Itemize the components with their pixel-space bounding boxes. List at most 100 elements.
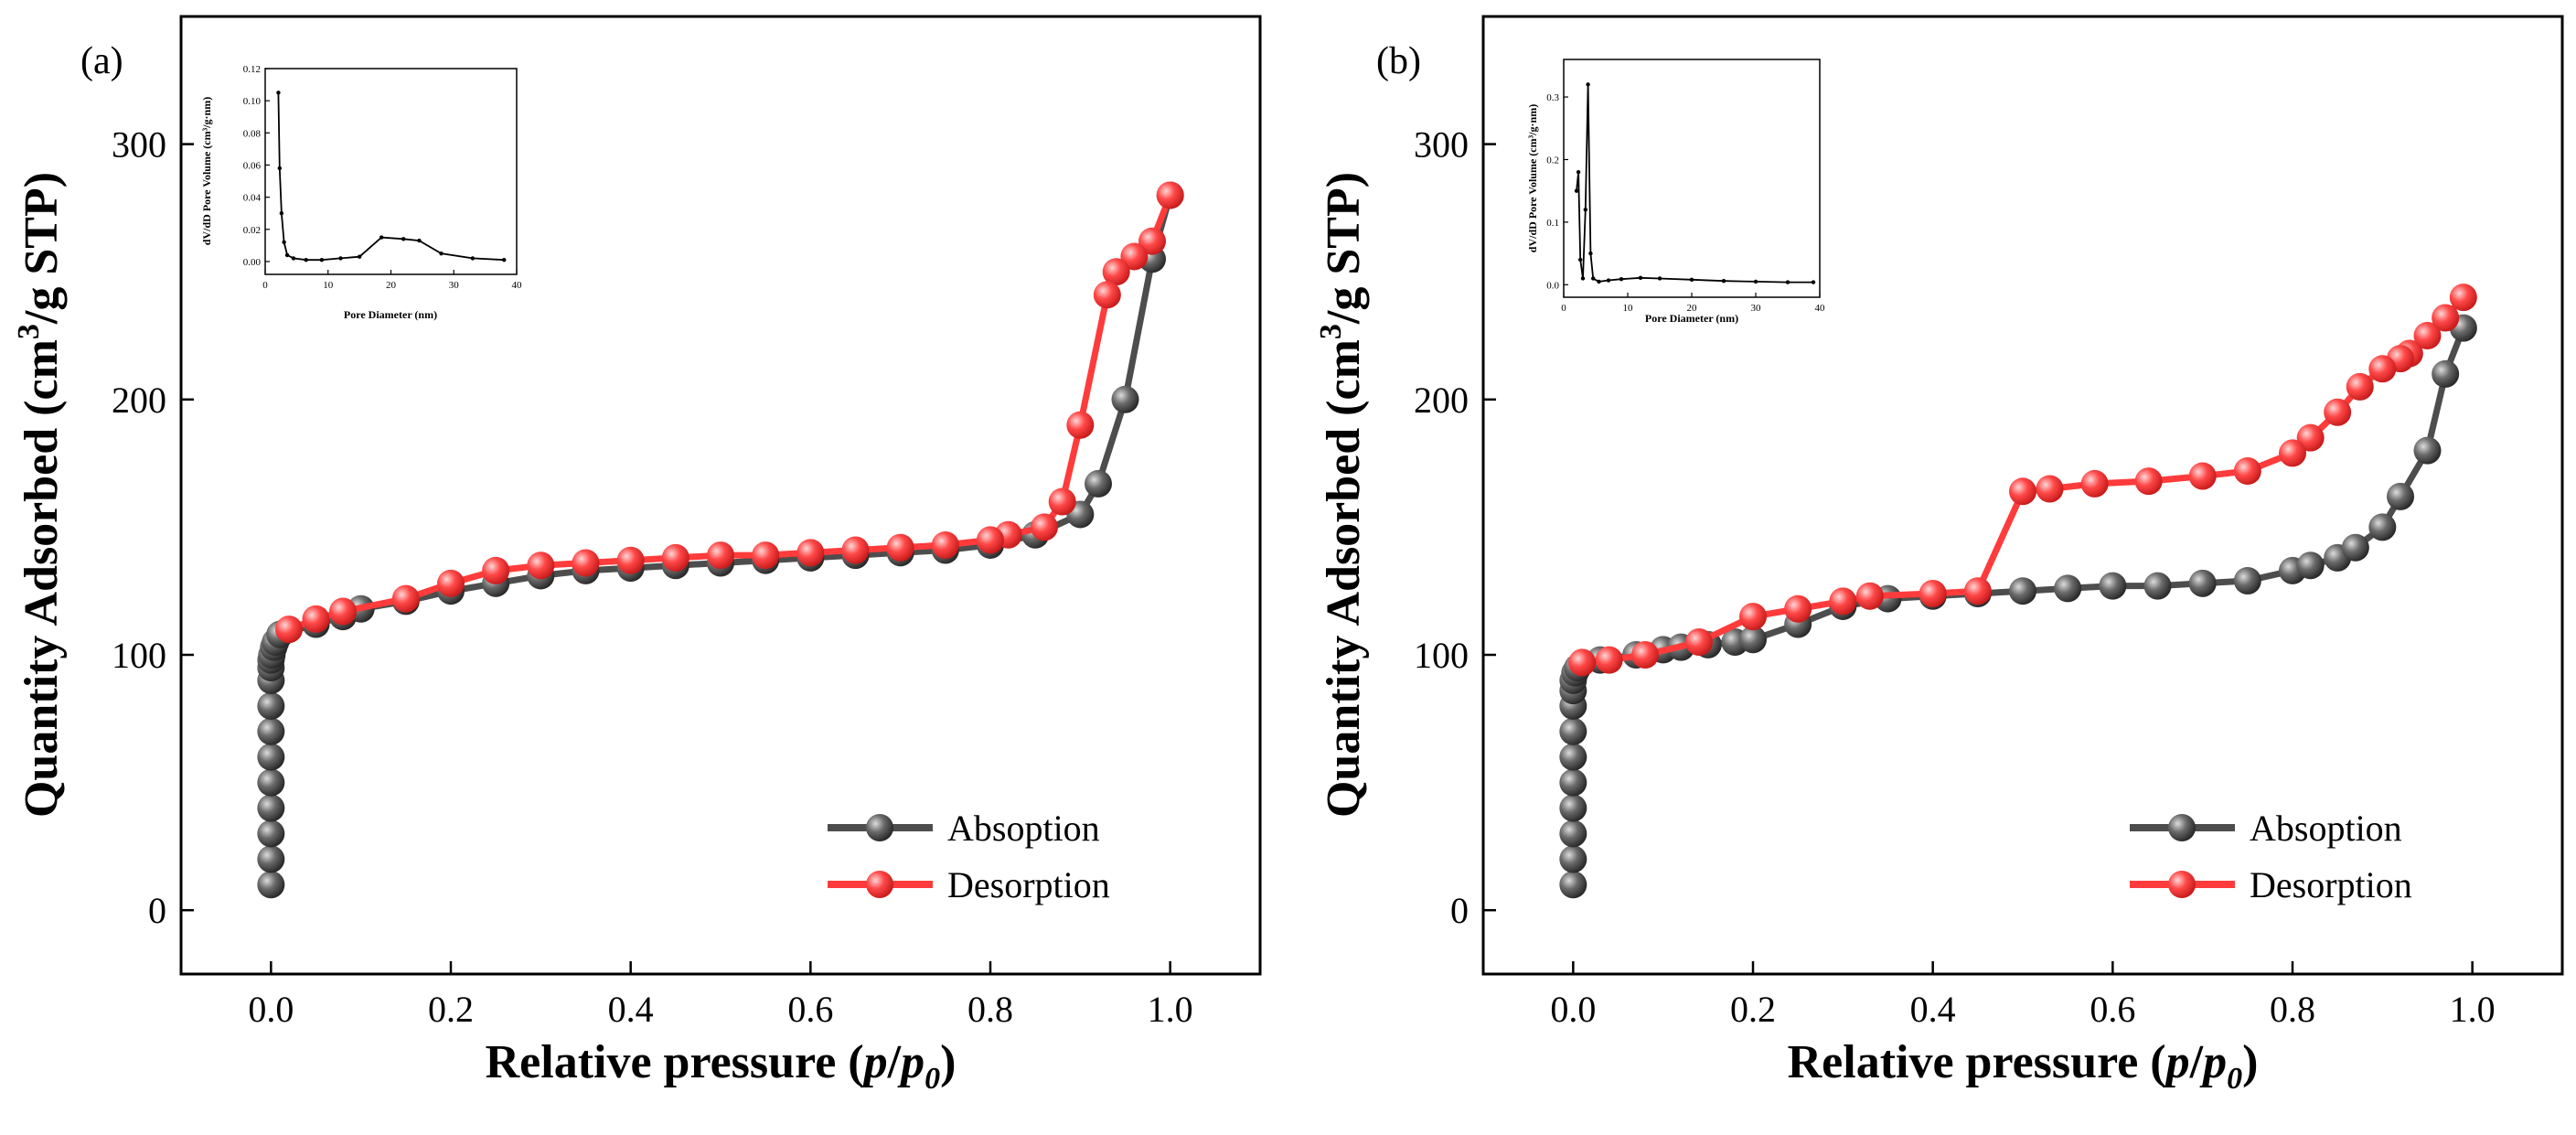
- inset-point-a: [502, 257, 507, 262]
- point-absoption-a: [1085, 469, 1112, 498]
- plot-frame-b: [1481, 15, 2564, 976]
- inset-y-tick-label-a: 0.06: [243, 160, 262, 171]
- inset-y-tick-label-a: 0.04: [243, 193, 262, 204]
- inset-x-title-a: Pore Diameter (nm): [344, 308, 437, 321]
- point-absoption-b: [2368, 513, 2397, 541]
- point-desorption-b: [1963, 577, 1992, 605]
- x-tick-label-a: 1.0: [1148, 989, 1193, 1030]
- point-absoption-b: [2054, 574, 2082, 603]
- point-desorption-b: [1829, 587, 1857, 616]
- point-desorption-b: [2346, 372, 2374, 401]
- inset-point-a: [417, 238, 422, 243]
- inset-point-b: [1657, 276, 1662, 281]
- inset-point-a: [379, 235, 384, 240]
- inset-point-b: [1811, 280, 1816, 284]
- inset-point-b: [1721, 279, 1726, 284]
- series-absoption-b: [1559, 314, 2477, 899]
- y-tick-label-b: 100: [1414, 635, 1469, 676]
- point-absoption-a: [257, 794, 285, 822]
- point-absoption-b: [2143, 572, 2172, 600]
- legend-marker-desorption-b: [2168, 871, 2196, 898]
- point-desorption-a: [841, 536, 870, 564]
- inset-y-tick-label-b: 0.0: [1546, 280, 1559, 291]
- inset-curve-a: [276, 91, 507, 262]
- legend-label-absoption-b: Absoption: [2250, 808, 2402, 849]
- x-tick-label-b: 1.0: [2450, 989, 2496, 1030]
- inset-x-tick-label-a: 0: [262, 280, 268, 291]
- point-desorption-a: [482, 556, 510, 584]
- inset-point-a: [401, 237, 406, 241]
- legend-label-desorption-a: Desorption: [947, 864, 1110, 905]
- series-desorption-b: [1568, 284, 2477, 677]
- point-desorption-a: [1138, 227, 1166, 255]
- point-desorption-b: [1855, 582, 1884, 610]
- inset-y-title-b: dV/dD Pore Volume (cm³/g·nm): [1526, 104, 1539, 252]
- point-absoption-a: [257, 743, 285, 771]
- point-absoption-b: [2233, 567, 2261, 595]
- point-desorption-b: [2036, 475, 2064, 503]
- point-absoption-b: [1739, 626, 1767, 654]
- point-absoption-b: [2296, 551, 2325, 580]
- x-axis-title-b: Relative pressure (p/p0): [1788, 1036, 2259, 1096]
- inset-line-a: [277, 92, 505, 262]
- inset-point-a: [439, 251, 444, 256]
- point-desorption-a: [1120, 242, 1149, 271]
- inset-ticks-b: 0 10 20 30 40 0.0 0.1 0.2 0.3: [1546, 92, 1825, 314]
- y-tick-label-a: 200: [112, 380, 166, 421]
- y-axis-title-a: Quantity Adsorbed (cm3/g STP): [12, 172, 68, 818]
- point-desorption-b: [2449, 284, 2477, 312]
- point-absoption-a: [257, 819, 285, 848]
- inset-point-b: [1638, 275, 1643, 280]
- inset-point-a: [319, 257, 325, 262]
- inset-point-b: [1586, 82, 1590, 87]
- x-tick-label-a: 0.6: [787, 989, 833, 1030]
- x-tick-label-a: 0.2: [428, 989, 474, 1030]
- legend-marker-desorption-a: [866, 871, 893, 898]
- point-absoption-a: [257, 768, 285, 797]
- point-desorption-a: [1048, 487, 1076, 516]
- point-absoption-b: [2341, 533, 2369, 562]
- point-absoption-b: [1559, 743, 1587, 771]
- inset-curve-b: [1574, 82, 1816, 284]
- inset-x-tick-label-b: 20: [1687, 303, 1698, 314]
- inset-point-a: [357, 254, 362, 259]
- legend-label-absoption-a: Absoption: [947, 808, 1100, 849]
- y-tick-label-b: 300: [1414, 124, 1469, 166]
- inset-point-b: [1606, 278, 1611, 283]
- inset-ticks-a: 0 10 20 30 40 0.00 0.02 0.04 0.06 0.08 0.10 0.12: [243, 64, 522, 291]
- point-absoption-b: [1559, 871, 1587, 899]
- inset-point-a: [277, 166, 283, 171]
- y-axis-title-b: Quantity Adsorbed (cm3/g STP): [1314, 172, 1370, 818]
- point-absoption-b: [2099, 572, 2127, 600]
- point-desorption-a: [1093, 281, 1121, 309]
- plot-frame-a: [179, 15, 1262, 976]
- inset-point-b: [1576, 169, 1581, 175]
- point-absoption-b: [2188, 569, 2217, 597]
- point-desorption-a: [1066, 411, 1095, 439]
- point-desorption-a: [437, 569, 465, 597]
- x-tick-label-b: 0.8: [2270, 989, 2315, 1030]
- x-axis-title-a: Relative pressure (p/p0): [486, 1036, 957, 1096]
- inset-y-tick-label-a: 0.10: [243, 96, 262, 107]
- inset-y-tick-label-b: 0.1: [1546, 218, 1559, 229]
- point-desorption-a: [1156, 181, 1184, 209]
- point-desorption-b: [1568, 648, 1597, 677]
- inset-x-tick-label-a: 40: [512, 280, 523, 291]
- point-desorption-b: [2233, 456, 2261, 485]
- point-desorption-a: [572, 549, 600, 577]
- point-desorption-a: [302, 605, 330, 633]
- point-desorption-b: [2009, 477, 2036, 506]
- legend-a: Absoption Desorption: [828, 808, 1110, 905]
- point-desorption-b: [1631, 641, 1659, 669]
- point-desorption-a: [661, 543, 689, 572]
- inset-x-tick-label-a: 30: [449, 280, 460, 291]
- point-desorption-b: [2413, 322, 2442, 349]
- point-desorption-a: [977, 526, 1004, 554]
- point-desorption-a: [886, 533, 914, 562]
- point-desorption-b: [1784, 594, 1812, 623]
- point-desorption-a: [527, 551, 555, 580]
- inset-point-a: [276, 91, 281, 95]
